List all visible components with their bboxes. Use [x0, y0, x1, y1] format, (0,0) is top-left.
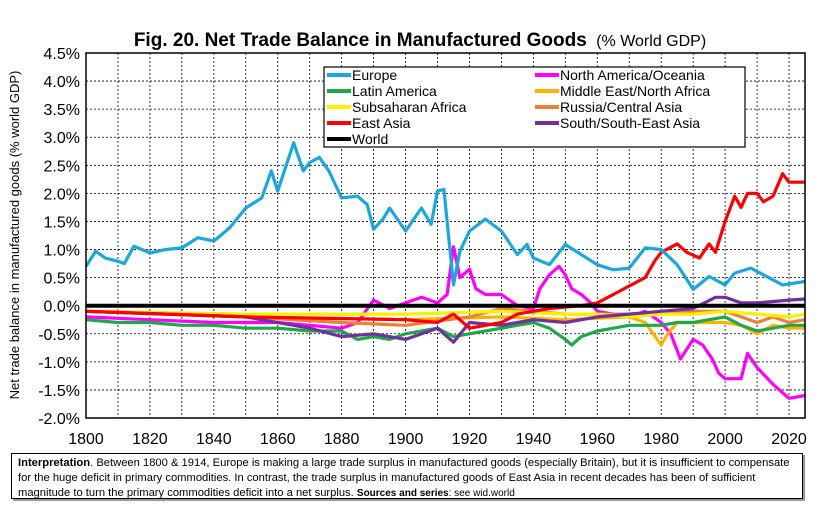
y-tick-label: 3.0% [44, 130, 80, 147]
legend-label: Russia/Central Asia [560, 99, 682, 115]
x-tick-label: 1980 [643, 431, 679, 448]
y-tick-label: -0.5% [38, 327, 80, 344]
legend-label: World [352, 131, 388, 147]
y-axis-label: Net trade balance in manufactured goods … [7, 71, 22, 400]
y-tick-label: -1.5% [38, 383, 80, 400]
y-tick-label: 2.0% [44, 186, 80, 203]
legend-label: Latin America [352, 83, 437, 99]
y-tick-label: 4.5% [44, 46, 80, 63]
legend-label: Middle East/North Africa [560, 83, 710, 99]
x-tick-label: 1820 [132, 431, 168, 448]
interpretation-label: Interpretation [18, 457, 91, 469]
x-tick-label: 1920 [452, 431, 488, 448]
y-tick-label: 1.0% [44, 243, 80, 260]
legend-label: East Asia [352, 115, 411, 131]
series-line-europe [84, 141, 806, 291]
x-tick-label: 2000 [707, 431, 743, 448]
plot-frame [85, 52, 806, 419]
y-tick-label: -1.0% [38, 355, 80, 372]
y-tick-label: 2.5% [44, 158, 80, 175]
y-tick-label: 0.0% [44, 299, 80, 316]
chart-title-group: Fig. 20. Net Trade Balance in Manufactur… [134, 30, 706, 51]
x-tick-label: 1860 [260, 431, 296, 448]
legend-label: South/South-East Asia [560, 115, 700, 131]
interpretation-box: Interpretation. Between 1800 & 1914, Eur… [11, 453, 803, 499]
x-tick-label: 1960 [579, 431, 615, 448]
x-axis-ticks: 1800 1820 1840 1860 1880 1900 1920 1940 1960 1980… [68, 431, 807, 448]
x-tick-label: 1840 [196, 431, 232, 448]
series-line-latin-america [85, 315, 805, 347]
y-tick-label: 4.0% [44, 74, 80, 91]
x-tick-label: 1940 [516, 431, 552, 448]
legend-box [323, 66, 746, 148]
y-axis-ticks: -2.0% -1.5% -1.0% -0.5% 0.0% 0.5% 1.0% 1.5% 2.0%… [38, 46, 80, 428]
x-tick-label: 1800 [68, 431, 104, 448]
sources-label: Sources and series [356, 488, 449, 499]
legend-label: Europe [352, 67, 397, 83]
chart-title: Fig. 20. Net Trade Balance in Manufactur… [134, 30, 587, 51]
interpretation-text: . Between 1800 & 1914, Europe is making … [18, 457, 790, 499]
y-tick-label: 0.5% [44, 271, 80, 288]
series-line-south-south-east-asia [85, 295, 806, 344]
series-line-subsaharan-africa [85, 309, 806, 319]
sources-text: : see wid.world [448, 488, 515, 499]
y-tick-label: -2.0% [38, 411, 80, 428]
x-tick-label: 2020 [771, 431, 807, 448]
legend-label: North America/Oceania [560, 67, 705, 83]
series-line-east-asia [85, 172, 805, 330]
x-tick-label: 1900 [388, 431, 424, 448]
y-tick-label: 1.5% [44, 214, 80, 231]
x-tick-label: 1880 [324, 431, 360, 448]
y-tick-label: 3.5% [44, 102, 80, 119]
legend-label: Subsaharan Africa [352, 99, 467, 115]
chart-title-suffix: (% World GDP) [596, 33, 706, 50]
series-lines [84, 141, 806, 400]
